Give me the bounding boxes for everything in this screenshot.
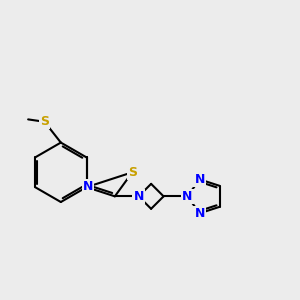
Text: N: N [134,190,144,203]
Text: N: N [83,180,93,193]
Text: S: S [128,167,137,179]
Text: S: S [40,115,49,128]
Text: N: N [194,173,205,186]
Text: N: N [194,207,205,220]
Text: N: N [182,190,193,203]
